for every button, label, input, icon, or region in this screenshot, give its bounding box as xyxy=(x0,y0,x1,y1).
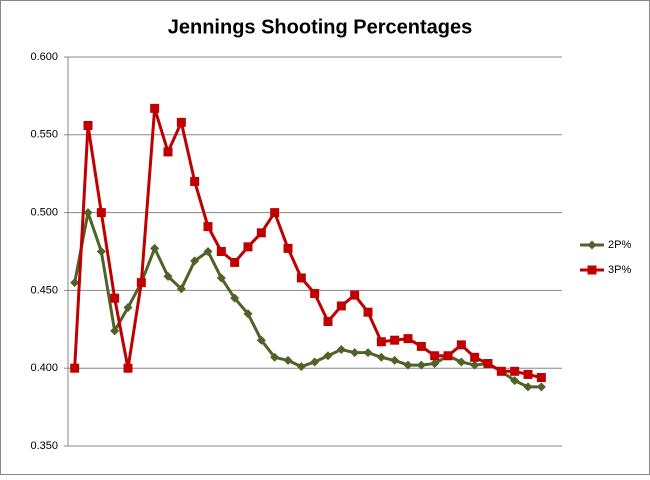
marker xyxy=(470,360,480,370)
marker xyxy=(283,355,293,365)
marker xyxy=(283,243,293,253)
marker xyxy=(336,301,346,311)
y-tick-label: 0.350 xyxy=(30,440,58,452)
marker xyxy=(110,326,120,336)
marker xyxy=(390,335,400,345)
marker xyxy=(483,359,493,369)
marker xyxy=(96,247,106,256)
marker xyxy=(430,359,440,369)
marker xyxy=(323,317,333,327)
marker xyxy=(523,369,533,379)
marker xyxy=(123,303,133,313)
marker xyxy=(523,382,533,392)
marker xyxy=(310,289,320,299)
marker xyxy=(83,120,93,130)
marker xyxy=(310,357,320,367)
marker xyxy=(230,257,240,267)
marker xyxy=(150,243,160,253)
marker xyxy=(376,352,386,362)
marker xyxy=(203,222,213,232)
chart-title: Jennings Shooting Percentages xyxy=(168,16,473,38)
marker xyxy=(256,335,266,345)
marker xyxy=(510,366,520,376)
legend-label: 3P% xyxy=(608,264,631,276)
marker xyxy=(243,309,253,319)
marker xyxy=(336,345,346,355)
marker xyxy=(363,348,373,358)
marker xyxy=(216,273,226,283)
marker xyxy=(190,256,200,266)
marker xyxy=(496,366,506,376)
y-tick-label: 0.600 xyxy=(30,51,58,63)
marker xyxy=(270,352,280,362)
marker xyxy=(163,271,173,281)
marker xyxy=(230,293,240,303)
marker xyxy=(296,273,306,283)
marker xyxy=(203,247,213,256)
marker xyxy=(190,176,200,186)
marker xyxy=(96,208,106,218)
y-tick-label: 0.550 xyxy=(30,129,58,141)
marker xyxy=(216,247,226,256)
marker xyxy=(350,290,360,300)
marker xyxy=(296,362,306,372)
marker xyxy=(403,334,413,344)
marker xyxy=(416,341,426,351)
marker xyxy=(587,240,597,250)
marker xyxy=(376,337,386,347)
marker xyxy=(350,348,360,358)
marker xyxy=(456,357,466,367)
marker xyxy=(536,382,546,392)
y-tick-label: 0.500 xyxy=(30,207,58,219)
marker xyxy=(430,351,440,361)
legend-label: 2P% xyxy=(608,239,631,251)
y-tick-label: 0.400 xyxy=(30,362,58,374)
marker xyxy=(243,242,253,252)
marker xyxy=(110,293,120,303)
marker xyxy=(163,147,173,157)
marker xyxy=(83,208,93,218)
marker xyxy=(510,376,520,386)
marker xyxy=(443,351,453,361)
marker xyxy=(150,103,160,113)
marker xyxy=(123,363,133,373)
marker xyxy=(390,355,400,365)
y-tick-label: 0.450 xyxy=(30,284,58,296)
marker xyxy=(470,352,480,362)
marker xyxy=(416,360,426,370)
marker xyxy=(136,278,146,288)
marker xyxy=(323,351,333,361)
marker xyxy=(456,340,466,350)
marker xyxy=(270,208,280,218)
marker xyxy=(176,117,186,127)
marker xyxy=(403,360,413,370)
marker xyxy=(176,284,186,294)
marker xyxy=(536,373,546,383)
marker xyxy=(70,278,80,288)
marker xyxy=(363,307,373,317)
marker xyxy=(70,363,80,373)
marker xyxy=(587,265,597,275)
marker xyxy=(256,228,266,238)
